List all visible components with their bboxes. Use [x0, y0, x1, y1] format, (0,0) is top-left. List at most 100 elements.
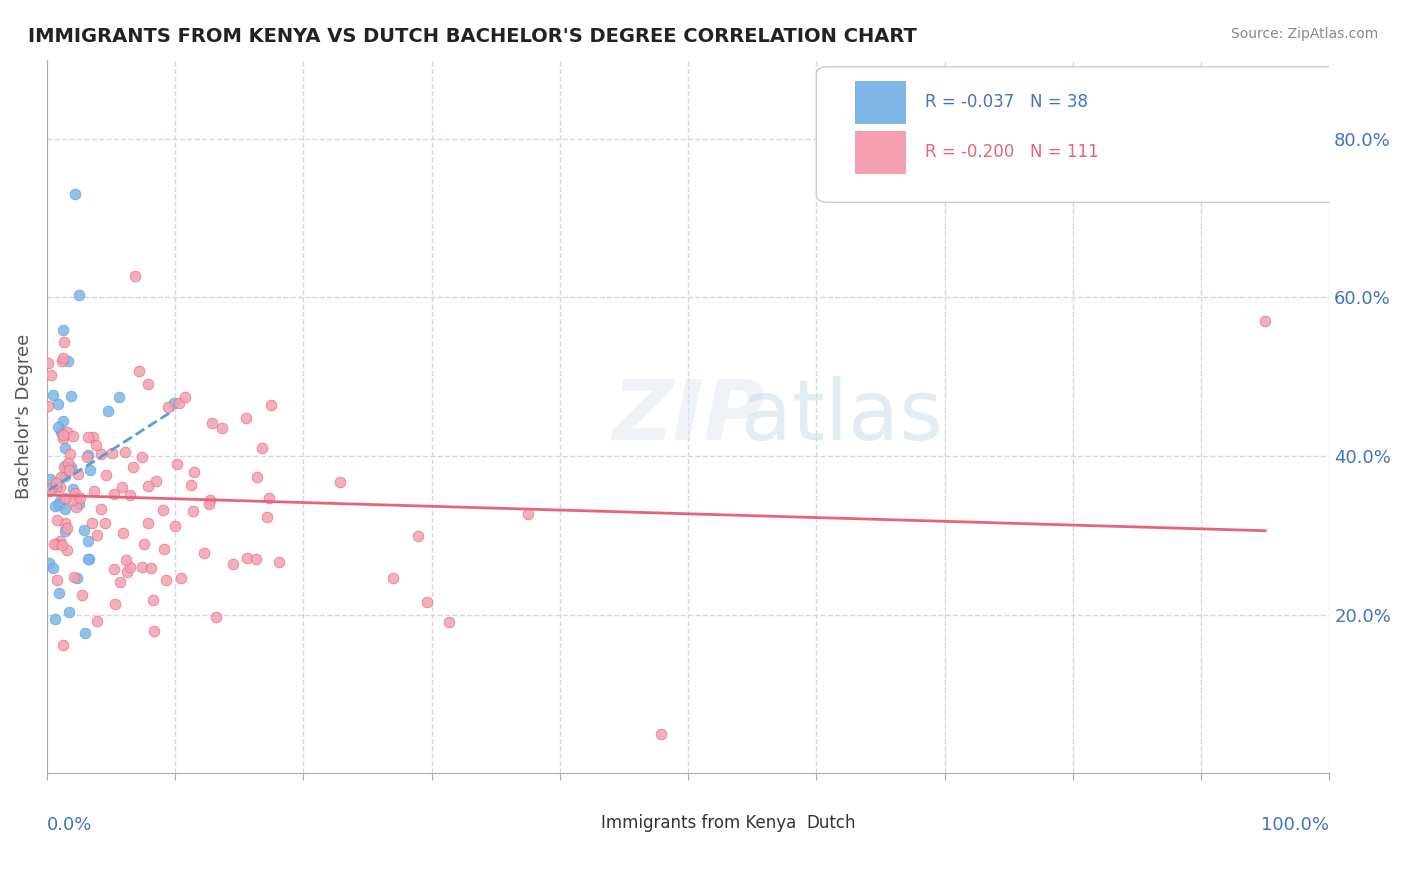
Point: [211, 420, 233, 434]
Point: [55, 524, 77, 538]
Point: [58, 605, 80, 619]
Point: [46, 420, 69, 434]
Point: [38, 484, 60, 499]
Point: [77, 448, 100, 462]
Point: [170, 571, 193, 585]
Point: [41, 481, 63, 495]
Point: [63, 570, 86, 584]
Point: [53, 442, 76, 456]
Point: [56, 353, 79, 368]
Point: [56, 521, 79, 535]
Point: [82, 430, 104, 444]
Point: [201, 416, 224, 430]
Point: [55, 491, 77, 506]
Text: R = -0.037   N = 38: R = -0.037 N = 38: [925, 94, 1088, 112]
Point: [51, 538, 73, 552]
FancyBboxPatch shape: [855, 131, 905, 174]
Point: [136, 377, 159, 392]
Text: ZIP: ZIP: [612, 376, 765, 457]
Point: [53, 458, 76, 473]
Point: [38, 556, 60, 570]
Point: [76, 450, 98, 464]
Point: [67, 498, 90, 512]
Point: [60, 492, 83, 507]
Point: [42, 560, 65, 574]
Point: [69, 491, 91, 505]
Point: [260, 398, 283, 412]
FancyBboxPatch shape: [560, 809, 592, 838]
Point: [134, 536, 156, 550]
Point: [108, 575, 131, 590]
Point: [122, 459, 145, 474]
Point: [152, 503, 174, 517]
Point: [163, 519, 186, 533]
Point: [115, 553, 138, 567]
Point: [70, 588, 93, 602]
Point: [118, 488, 141, 502]
Point: [62, 482, 84, 496]
Point: [382, 571, 405, 585]
Point: [517, 507, 540, 521]
Point: [48, 585, 70, 599]
Point: [145, 474, 167, 488]
Point: [76, 534, 98, 549]
Point: [166, 457, 188, 471]
Point: [80, 516, 103, 531]
FancyBboxPatch shape: [765, 809, 797, 838]
Point: [94, 516, 117, 530]
Point: [42, 388, 65, 402]
Point: [120, 559, 142, 574]
Point: [97, 403, 120, 417]
Point: [77, 430, 100, 444]
Point: [52, 322, 75, 336]
Point: [107, 390, 129, 404]
Point: [44, 500, 66, 514]
Point: [90, 446, 112, 460]
Point: [131, 450, 153, 464]
Point: [181, 504, 204, 518]
Point: [45, 537, 67, 551]
Point: [51, 425, 73, 440]
Point: [37, 356, 59, 370]
Point: [45, 513, 67, 527]
Point: [75, 625, 97, 640]
Point: [115, 565, 138, 579]
Text: 0.0%: 0.0%: [46, 816, 93, 834]
Point: [48, 498, 70, 512]
Point: [49, 534, 72, 549]
Point: [406, 529, 429, 543]
Point: [52, 428, 75, 442]
Point: [136, 516, 159, 530]
Point: [59, 447, 82, 461]
Text: atlas: atlas: [741, 376, 943, 457]
Point: [193, 546, 215, 560]
Point: [110, 480, 132, 494]
Point: [136, 479, 159, 493]
Point: [67, 288, 90, 302]
Point: [60, 459, 83, 474]
Point: [90, 502, 112, 516]
Point: [174, 390, 197, 404]
Point: [44, 612, 66, 626]
Point: [60, 388, 83, 402]
Point: [53, 502, 76, 516]
Point: [77, 552, 100, 566]
Point: [79, 463, 101, 477]
Point: [139, 561, 162, 575]
Point: [52, 351, 75, 365]
Point: [53, 469, 76, 483]
Point: [84, 438, 107, 452]
Point: [46, 396, 69, 410]
Point: [1254, 314, 1277, 328]
Point: [51, 354, 73, 368]
Point: [52, 431, 75, 445]
Point: [94, 468, 117, 483]
Text: Dutch: Dutch: [806, 814, 856, 832]
Point: [49, 480, 72, 494]
Point: [49, 493, 72, 508]
Point: [167, 396, 190, 410]
Point: [49, 470, 72, 484]
Point: [143, 624, 166, 639]
Point: [45, 475, 67, 490]
Point: [77, 552, 100, 566]
